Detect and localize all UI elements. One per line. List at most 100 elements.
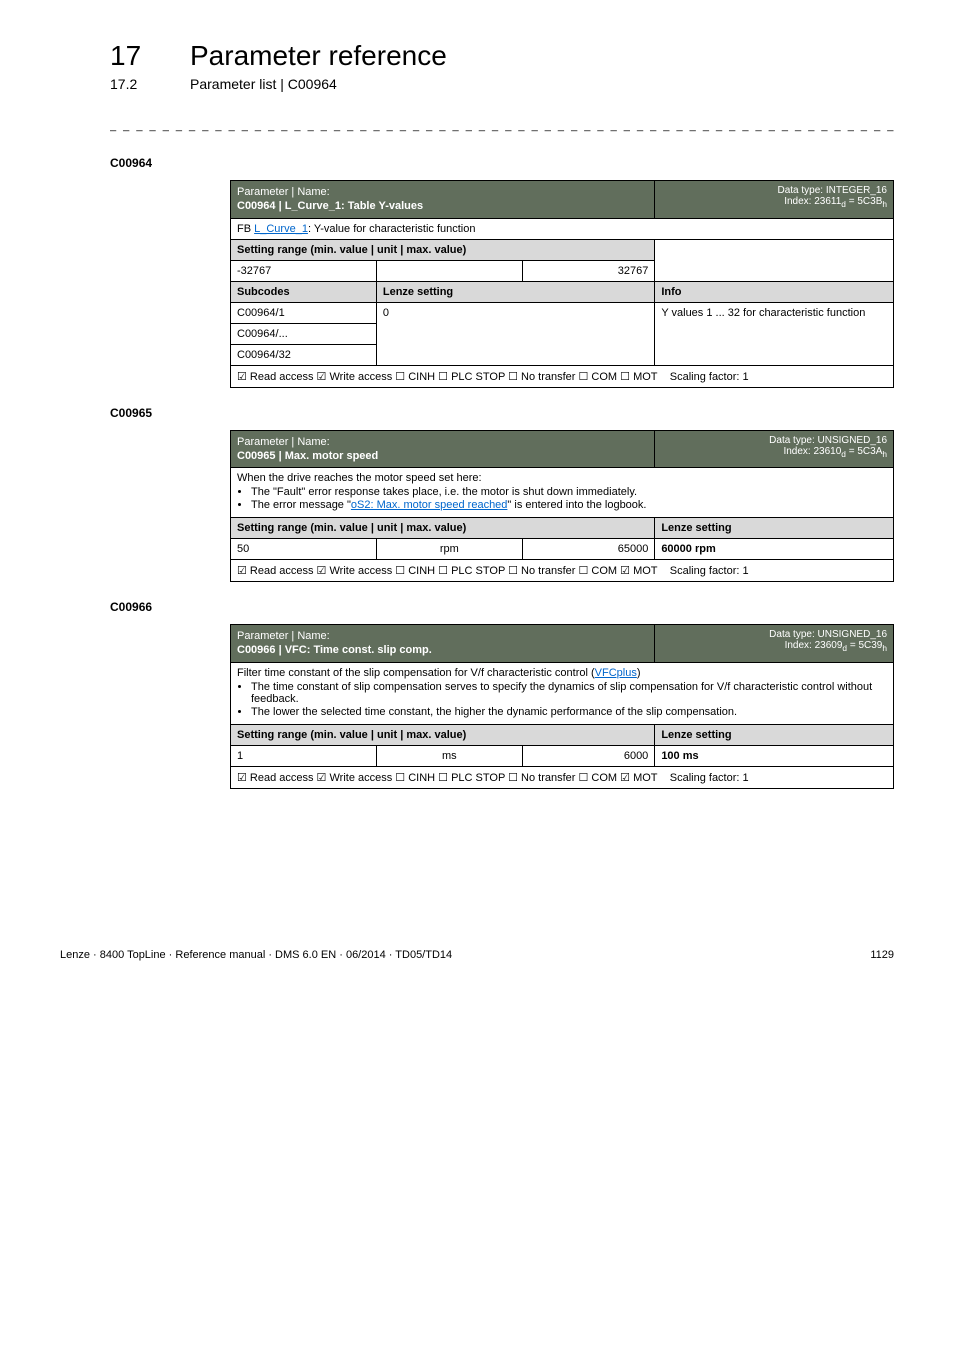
bullet-2: The error message "oS2: Max. motor speed…: [251, 499, 887, 511]
page: 17 Parameter reference 17.2 Parameter li…: [0, 0, 954, 829]
chapter-header: 17 Parameter reference: [110, 40, 894, 72]
d-post: ): [637, 667, 641, 679]
b2-post: " is entered into the logbook.: [507, 499, 646, 511]
unit-value: [376, 260, 522, 281]
idx-h: 5C39: [858, 640, 882, 651]
lenze-setting-header: Lenze setting: [655, 724, 894, 745]
desc-cell: Filter time constant of the slip compens…: [231, 662, 894, 724]
dt-value: INTEGER_16: [826, 185, 887, 196]
scaling: Scaling factor: 1: [670, 772, 749, 784]
desc-cell: FB L_Curve_1: Y-value for characteristic…: [231, 218, 894, 239]
link-vfcplus[interactable]: VFCplus: [595, 667, 637, 679]
param-title: C00965 | Max. motor speed: [237, 450, 378, 462]
info-header: Info: [655, 281, 894, 302]
footer-left: Lenze · 8400 TopLine · Reference manual …: [60, 949, 452, 961]
table-c00965: Parameter | Name: C00965 | Max. motor sp…: [230, 430, 894, 583]
table-c00964: Parameter | Name: C00964 | L_Curve_1: Ta…: [230, 180, 894, 388]
min-value: 50: [231, 539, 377, 560]
dt-label: Data type:: [777, 185, 823, 196]
access-row: ☑ Read access ☑ Write access ☐ CINH ☐ PL…: [231, 766, 894, 788]
section-code-c00964: C00964: [110, 156, 894, 170]
section-code-c00965: C00965: [110, 406, 894, 420]
unit-value: ms: [376, 745, 522, 766]
pn-label: Parameter | Name:: [237, 630, 330, 642]
param-header-cell: Parameter | Name: C00964 | L_Curve_1: Ta…: [231, 181, 655, 219]
footer-page-number: 1129: [870, 949, 894, 961]
lenze-setting-header: Lenze setting: [655, 518, 894, 539]
section-code-c00966: C00966: [110, 600, 894, 614]
param-header-cell: Parameter | Name: C00966 | VFC: Time con…: [231, 625, 655, 663]
datatype-cell: Data type: INTEGER_16 Index: 23611d = 5C…: [655, 181, 894, 219]
table-c00966-wrap: Parameter | Name: C00966 | VFC: Time con…: [230, 624, 894, 789]
access-flags: ☑ Read access ☑ Write access ☐ CINH ☐ PL…: [237, 772, 658, 784]
dt-value: UNSIGNED_16: [818, 435, 887, 446]
idx-label: Index:: [784, 196, 811, 207]
min-value: -32767: [231, 260, 377, 281]
max-value: 65000: [522, 539, 655, 560]
lenze-value: 60000 rpm: [655, 539, 894, 560]
idx-d: 23609: [815, 640, 843, 651]
dt-value: UNSIGNED_16: [818, 629, 887, 640]
param-name-label: Parameter | Name:: [237, 186, 330, 198]
idx-h: 5C3A: [857, 446, 882, 457]
access-row: ☑ Read access ☑ Write access ☐ CINH ☐ PL…: [231, 365, 894, 387]
bullet-2: The lower the selected time constant, th…: [251, 706, 887, 718]
desc-post: : Y-value for characteristic function: [308, 223, 476, 235]
lenze-setting-header: Lenze setting: [376, 281, 654, 302]
param-header-cell: Parameter | Name: C00965 | Max. motor sp…: [231, 430, 655, 468]
bullet-1: The time constant of slip compensation s…: [251, 681, 887, 705]
table-c00964-wrap: Parameter | Name: C00964 | L_Curve_1: Ta…: [230, 180, 894, 388]
footer: Lenze · 8400 TopLine · Reference manual …: [0, 949, 954, 991]
idx-label: Index:: [785, 640, 812, 651]
setting-range-header: Setting range (min. value | unit | max. …: [231, 724, 655, 745]
dt-label: Data type:: [769, 629, 815, 640]
idx-d: 23611: [814, 196, 841, 207]
setting-range-header: Setting range (min. value | unit | max. …: [231, 239, 655, 260]
link-os2[interactable]: oS2: Max. motor speed reached: [351, 499, 508, 511]
lenze-value: 0: [376, 302, 654, 365]
subchapter-header: 17.2 Parameter list | C00964: [110, 76, 894, 92]
chapter-number: 17: [110, 40, 150, 72]
setting-range-header: Setting range (min. value | unit | max. …: [231, 518, 655, 539]
min-value: 1: [231, 745, 377, 766]
table-c00965-wrap: Parameter | Name: C00965 | Max. motor sp…: [230, 430, 894, 583]
param-title: C00964 | L_Curve_1: Table Y-values: [237, 200, 423, 212]
empty-cell: [655, 239, 894, 281]
idx-d: 23610: [813, 446, 841, 457]
access-flags: ☑ Read access ☑ Write access ☐ CINH ☐ PL…: [237, 371, 658, 383]
idx-h: 5C3B: [857, 196, 882, 207]
lenze-bold: 100 ms: [661, 750, 698, 762]
desc-cell: When the drive reaches the motor speed s…: [231, 468, 894, 518]
desc-line: When the drive reaches the motor speed s…: [237, 472, 482, 484]
subcode-1: C00964/1: [231, 302, 377, 323]
bullet-1: The "Fault" error response takes place, …: [251, 486, 887, 498]
dt-label: Data type:: [769, 435, 815, 446]
access-row: ☑ Read access ☑ Write access ☐ CINH ☐ PL…: [231, 560, 894, 582]
access-flags: ☑ Read access ☑ Write access ☐ CINH ☐ PL…: [237, 565, 658, 577]
pn-label: Parameter | Name:: [237, 436, 330, 448]
scaling: Scaling factor: 1: [670, 371, 749, 383]
param-title: C00966 | VFC: Time const. slip comp.: [237, 644, 432, 656]
subcode-3: C00964/32: [231, 344, 377, 365]
datatype-cell: Data type: UNSIGNED_16 Index: 23609d = 5…: [655, 625, 894, 663]
separator: _ _ _ _ _ _ _ _ _ _ _ _ _ _ _ _ _ _ _ _ …: [110, 120, 894, 132]
subcode-2: C00964/...: [231, 323, 377, 344]
desc-pre: FB: [237, 223, 254, 235]
unit-value: rpm: [376, 539, 522, 560]
d-pre: Filter time constant of the slip compens…: [237, 667, 595, 679]
max-value: 32767: [522, 260, 655, 281]
chapter-title: Parameter reference: [190, 40, 447, 72]
idx-label: Index:: [783, 446, 810, 457]
datatype-cell: Data type: UNSIGNED_16 Index: 23610d = 5…: [655, 430, 894, 468]
table-c00966: Parameter | Name: C00966 | VFC: Time con…: [230, 624, 894, 789]
b2-pre: The error message ": [251, 499, 351, 511]
subchapter-title: Parameter list | C00964: [190, 76, 337, 92]
link-l-curve-1[interactable]: L_Curve_1: [254, 223, 308, 235]
scaling: Scaling factor: 1: [670, 565, 749, 577]
lenze-bold: 60000 rpm: [661, 543, 715, 555]
info-value: Y values 1 ... 32 for characteristic fun…: [655, 302, 894, 365]
max-value: 6000: [522, 745, 655, 766]
lenze-value: 100 ms: [655, 745, 894, 766]
subcodes-header: Subcodes: [231, 281, 377, 302]
subchapter-number: 17.2: [110, 76, 150, 92]
